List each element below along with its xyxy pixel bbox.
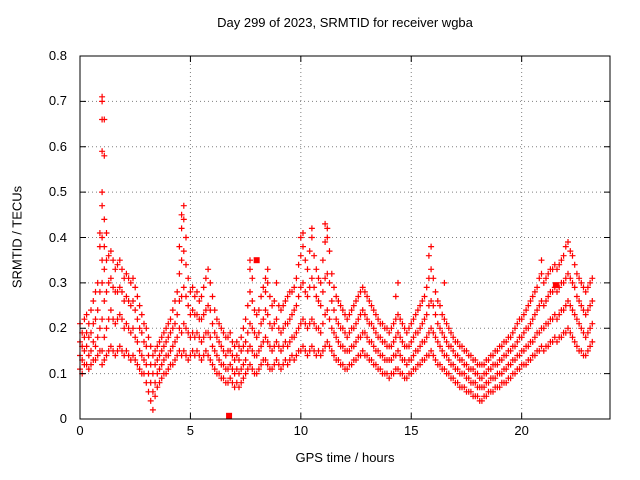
y-tick-label: 0.3 [48,274,67,290]
x-tick-label: 20 [514,423,529,438]
y-tick-label: 0.4 [48,229,67,245]
y-tick-label: 0.1 [48,365,67,381]
tick-marks [79,55,610,420]
x-tick-label: 5 [186,423,195,438]
y-tick-label: 0.5 [48,184,67,200]
y-tick-label: 0 [59,411,67,426]
x-tick-label: 0 [76,423,84,438]
y-tick-labels: 0 0.1 0.2 0.3 0.4 0.5 0.6 0.7 0.8 [0,0,73,480]
x-tick-label: 10 [293,423,309,438]
y-tick-label: 0.2 [48,320,67,336]
y-tick-label: 0.6 [48,138,67,154]
x-tick-labels: 0 5 10 15 20 [0,424,640,440]
y-tick-label: 0.8 [48,48,67,63]
x-tick-label: 15 [404,423,419,438]
data-point-square [226,412,233,419]
y-tick-label: 0.7 [48,93,67,109]
data-point-square [552,282,559,289]
x-axis-label: GPS time / hours [295,450,395,465]
data-points [77,93,596,413]
data-point-square [253,257,260,264]
chart-title: Day 299 of 2023, SRMTID for receiver wgb… [217,15,473,30]
